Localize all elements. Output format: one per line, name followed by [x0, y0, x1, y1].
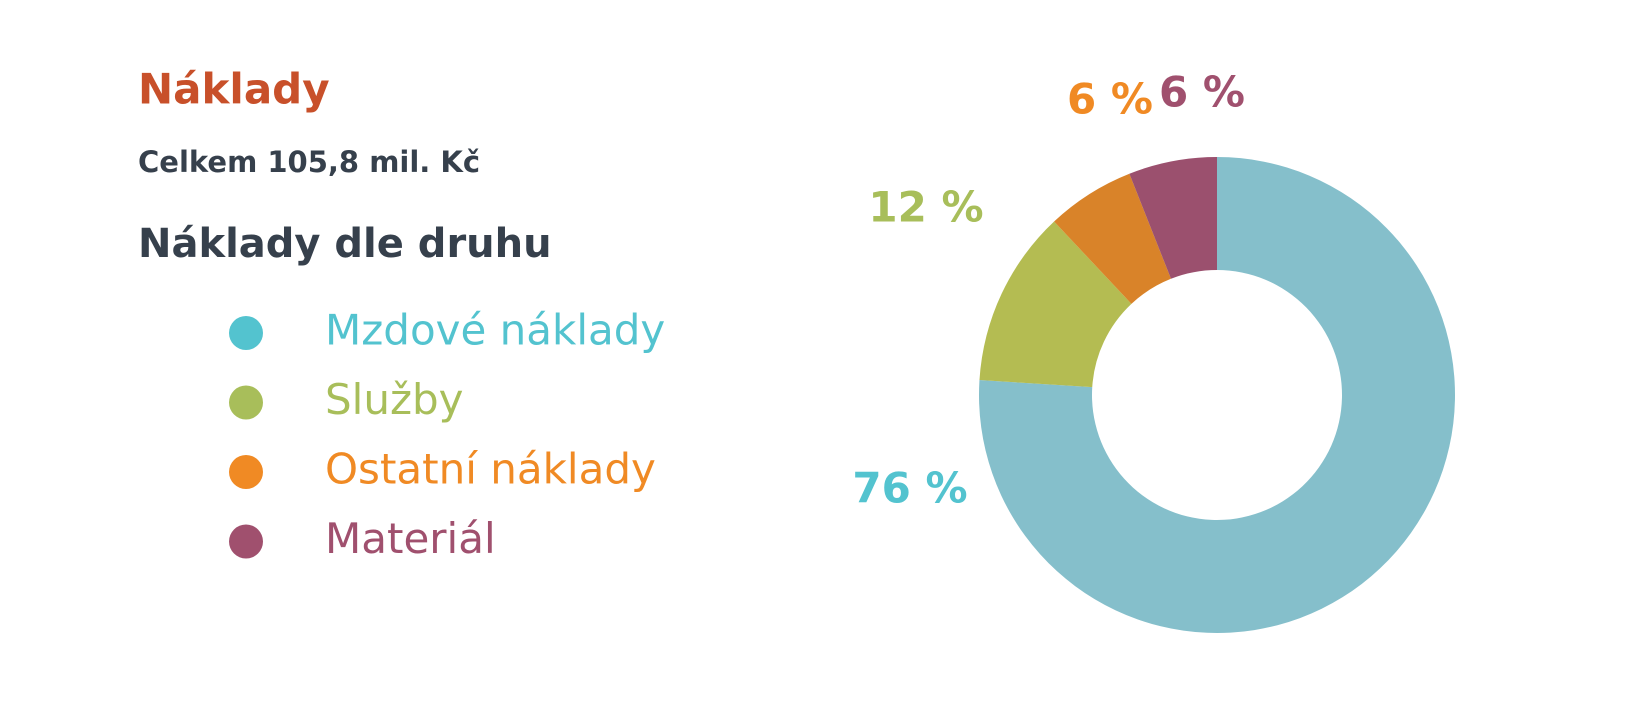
data-label: 76 % [852, 464, 967, 513]
legend-label: Materiál [325, 514, 496, 563]
chart-title: Náklady [138, 65, 330, 114]
donut-slice [979, 157, 1456, 633]
data-label: 12 % [868, 183, 983, 232]
data-label: 6 % [1159, 68, 1245, 117]
legend-label: Ostatní náklady [325, 445, 656, 494]
legend-marker [229, 524, 263, 559]
donut-slice [979, 221, 1132, 388]
legend-label: Služby [325, 375, 464, 424]
legend-title: Náklady dle druhu [138, 221, 552, 267]
legend-marker [229, 385, 263, 420]
donut-slice [1129, 157, 1217, 279]
legend-marker [229, 455, 263, 489]
donut-slice [1054, 173, 1171, 304]
subtitle: Celkem 105,8 mil. Kč [138, 145, 480, 179]
legend-marker [229, 316, 263, 350]
data-label: 6 % [1067, 75, 1153, 124]
legend-label: Mzdové náklady [325, 306, 665, 355]
